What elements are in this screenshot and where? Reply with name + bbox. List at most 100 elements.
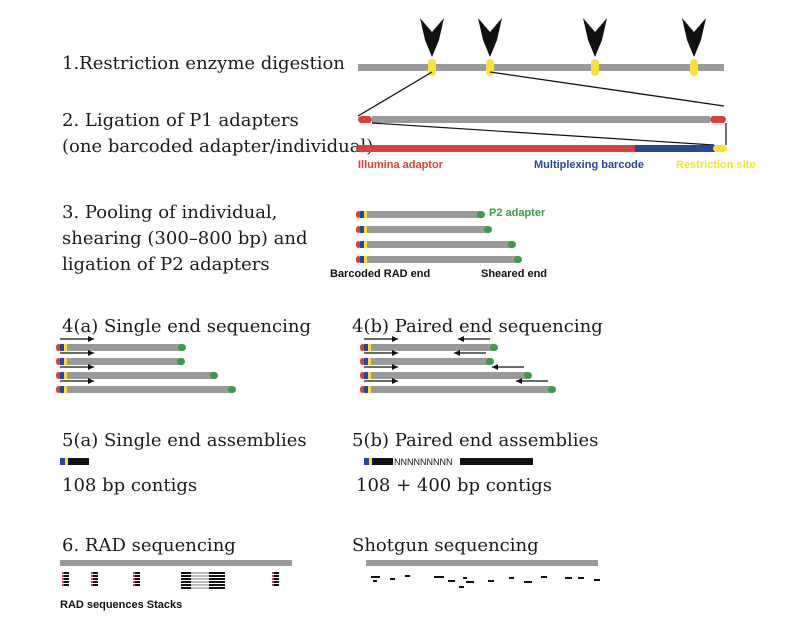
shotgun-read [434, 576, 444, 578]
step-5b-text: 5(b) Paired end assemblies [352, 430, 598, 451]
arrow-head-icon [492, 364, 498, 370]
step-1-text: 1.Restriction enzyme digestion [62, 53, 345, 74]
barcode-segment [635, 145, 715, 152]
stack-read [181, 572, 191, 574]
stack-read [93, 575, 98, 577]
contig-body [372, 458, 393, 465]
adapter-barcode [60, 358, 64, 365]
shotgun-read [524, 581, 532, 583]
p2-adapter [484, 226, 492, 233]
stack-read [181, 587, 191, 589]
shotgun-read [578, 577, 584, 579]
shotgun-reference [366, 560, 598, 566]
zoom-line [489, 71, 725, 107]
step-3-text: 3. Pooling of individual, [62, 202, 277, 223]
single-end-reads [56, 336, 236, 393]
stack-read [209, 572, 225, 574]
stack-gap [191, 584, 209, 586]
stack-read [209, 584, 225, 586]
fragment-body [371, 386, 552, 393]
adapter-barcode [364, 386, 368, 393]
stack-tick [91, 581, 93, 583]
read-arrow [364, 378, 398, 384]
stack-read [64, 578, 69, 580]
p1-adapter-left [358, 116, 372, 123]
stack-read [274, 575, 279, 577]
adapter-site [364, 256, 367, 263]
fragment [56, 344, 186, 351]
shotgun-read [541, 576, 547, 578]
adapter-barcode [364, 344, 368, 351]
stack-gap [191, 587, 209, 589]
shotgun-read [509, 577, 514, 579]
adapter-site [368, 386, 371, 393]
arrow-head-icon [392, 336, 398, 342]
stack-read [181, 578, 191, 580]
ligated-fragment [358, 116, 726, 123]
barcode-label: Multiplexing barcode [534, 159, 644, 171]
contig-site [65, 458, 68, 465]
restriction-site [486, 59, 494, 76]
fragment-body [367, 211, 481, 218]
stack-tick [272, 581, 274, 583]
stack-tick [91, 575, 93, 577]
illumina-segment [356, 145, 536, 152]
p2-adapter [486, 358, 494, 365]
stack-read [93, 572, 98, 574]
shotgun-read [466, 581, 474, 583]
fragment-body [367, 256, 518, 263]
read-arrow [60, 364, 94, 370]
step-2-subtext: (one barcoded adapter/individual) [62, 136, 373, 157]
adapter-barcode [360, 226, 364, 233]
read-arrow [458, 336, 490, 342]
read-arrow [60, 350, 94, 356]
adapter-red [56, 372, 61, 379]
read-arrow [60, 336, 94, 342]
arrow-head-icon [88, 378, 94, 384]
stack-read [135, 581, 140, 583]
enzyme-arrows [420, 18, 706, 57]
fragment [360, 386, 556, 393]
stack-read [93, 581, 98, 583]
adapter-site [64, 372, 67, 379]
adapter-site [368, 372, 371, 379]
read-arrow [516, 378, 548, 384]
p2-adapter [210, 372, 218, 379]
n-gap-label: NNNNNNNNN [394, 457, 453, 467]
stack-tick [133, 575, 135, 577]
contig-body [460, 458, 533, 465]
adapter-red [360, 372, 365, 379]
restriction-label: Restriction site [676, 159, 755, 171]
step-5a-text: 5(a) Single end assemblies [62, 430, 307, 451]
paired-end-reads [360, 336, 556, 393]
adapter-barcode [360, 211, 364, 218]
stack-gap [191, 572, 209, 574]
stack-tick [62, 584, 64, 586]
fragment [360, 358, 494, 365]
shotgun-read [594, 579, 600, 581]
p2-adapter [477, 211, 485, 218]
adapter-red [56, 386, 61, 393]
p2-adapter-label: P2 adapter [489, 207, 546, 219]
contig-body [68, 458, 89, 465]
restriction-site [690, 59, 698, 76]
shotgun-read [373, 580, 377, 582]
fragment [360, 344, 498, 351]
step-5a-subtext: 108 bp contigs [62, 475, 197, 496]
fragment-body [67, 344, 182, 351]
adapter-red [56, 344, 61, 351]
fragment [360, 372, 532, 379]
shotgun-read [390, 578, 395, 580]
stack-read [64, 572, 69, 574]
step-4b-text: 4(b) Paired end sequencing [352, 316, 603, 337]
stack-read [181, 584, 191, 586]
adapter-site [364, 226, 367, 233]
shotgun-reads [371, 575, 600, 588]
shotgun-text: Shotgun sequencing [352, 535, 539, 556]
stack-tick [272, 575, 274, 577]
read-arrow [454, 350, 486, 356]
stack-read [209, 578, 225, 580]
shotgun-read [565, 577, 572, 579]
stack-read [274, 581, 279, 583]
